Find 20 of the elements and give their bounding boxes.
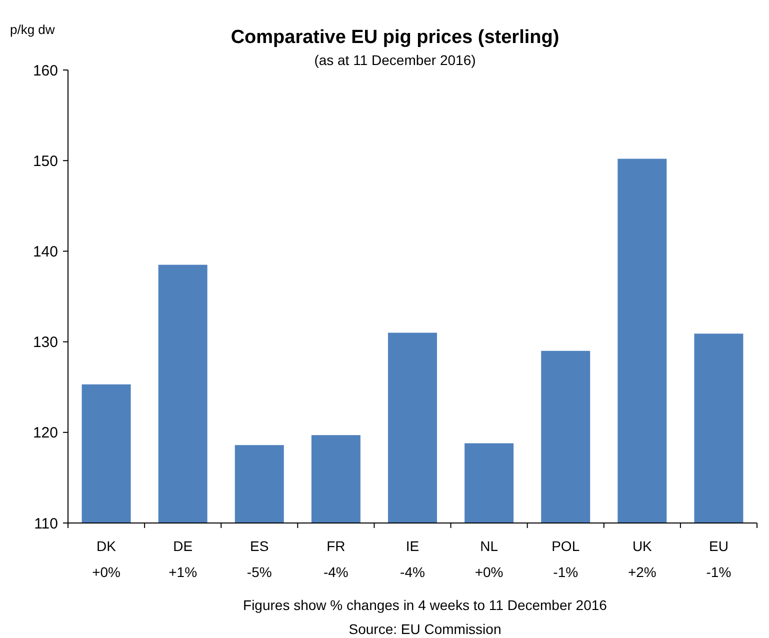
y-tick-label: 160 bbox=[32, 62, 58, 80]
y-tick-label: 120 bbox=[32, 424, 58, 442]
x-tick-label: POL -1% bbox=[552, 538, 580, 580]
y-axis-title: p/kg dw bbox=[10, 22, 56, 37]
x-tick-label: UK +2% bbox=[628, 538, 656, 580]
chart-title: Comparative EU pig prices (sterling) bbox=[230, 27, 560, 48]
x-tick-label: ES -5% bbox=[246, 538, 272, 580]
y-tick-label: 140 bbox=[32, 243, 58, 260]
source-note: Source: EU Commission bbox=[348, 621, 502, 637]
x-tick-label: DE +1% bbox=[168, 538, 198, 580]
x-tick-label: IE -4% bbox=[400, 538, 425, 580]
y-tick-label: 110 bbox=[34, 515, 58, 532]
x-tick-label: NL +0% bbox=[474, 538, 504, 580]
chart-subtitle: (as at 11 December 2016) bbox=[314, 52, 476, 68]
x-tick-label: FR -4% bbox=[323, 538, 348, 580]
text: Figures show % changes in 4 weeks to 11 December 2016 bbox=[243, 597, 608, 613]
y-tick-label: 150 bbox=[32, 152, 58, 170]
x-tick-label: EU -1% bbox=[706, 538, 732, 580]
x-tick-label: DK +0% bbox=[92, 538, 120, 580]
y-tick-label: 130 bbox=[32, 334, 58, 352]
